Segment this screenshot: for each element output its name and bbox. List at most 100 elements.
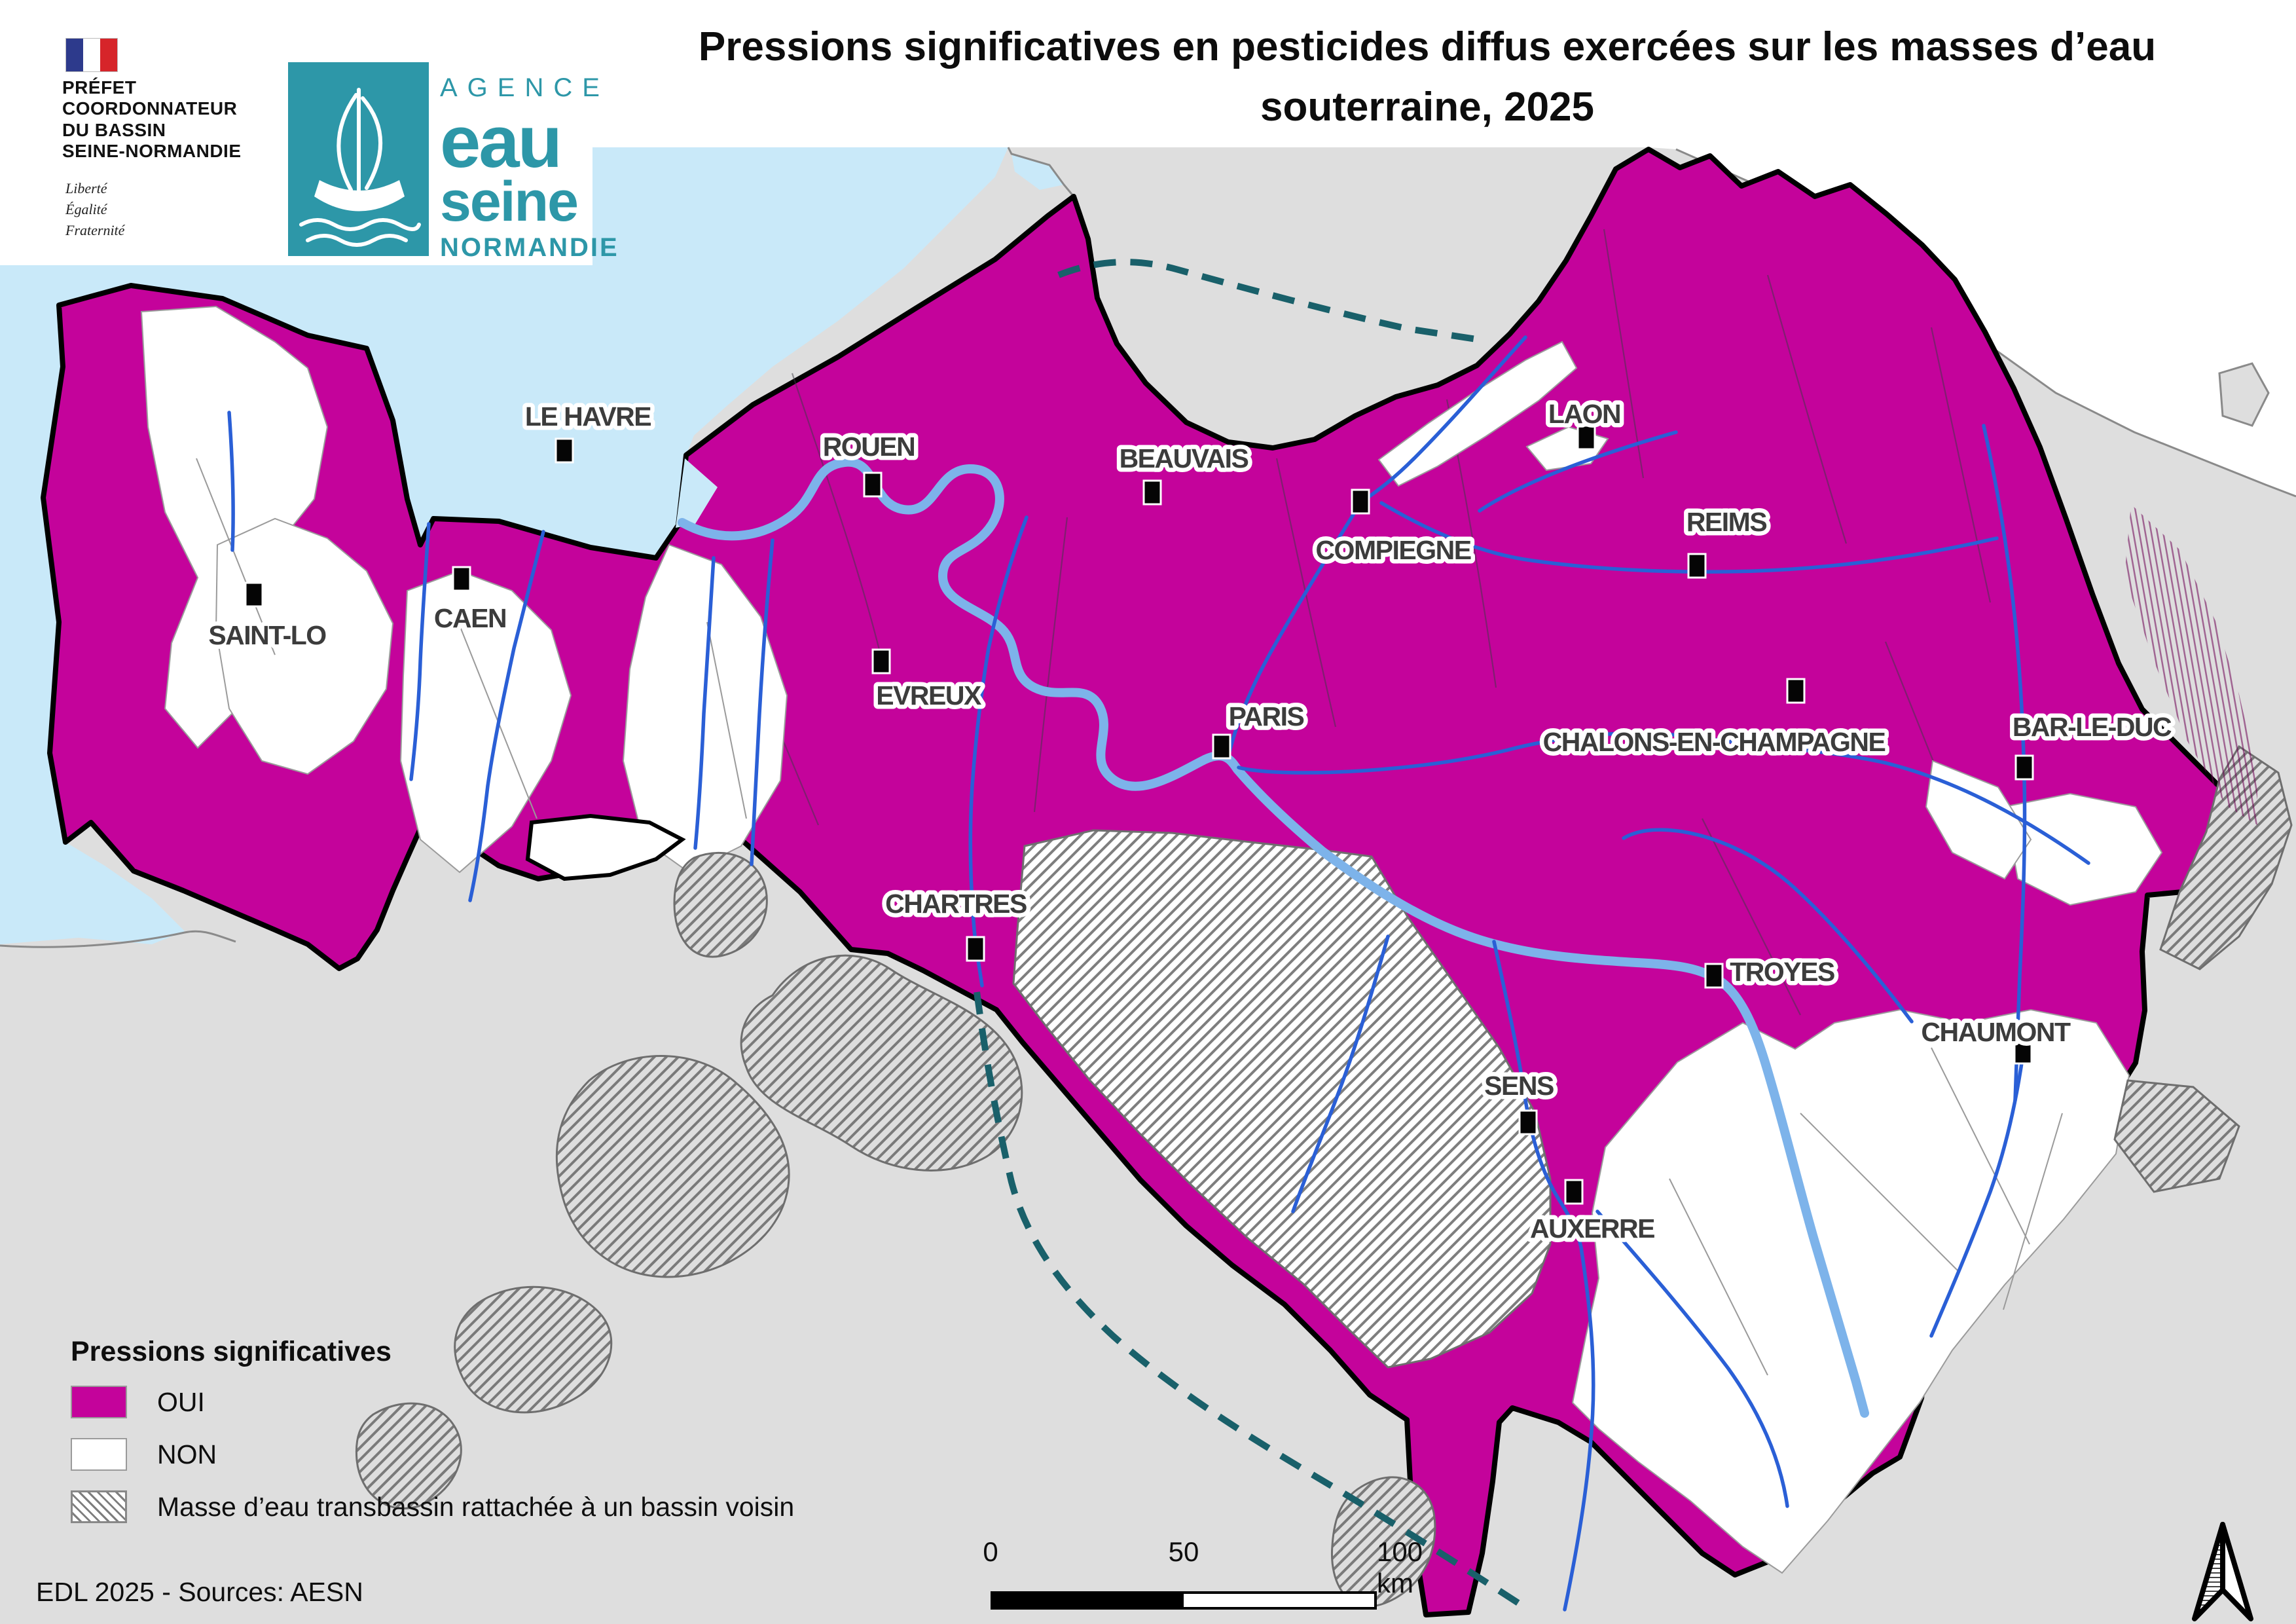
legend-row-oui: OUI [71,1385,794,1419]
city-chalons-en-champagne: CHALONS-EN-CHAMPAGNE [1539,678,1891,762]
city-marker [452,566,471,592]
city-label: LAON [1548,399,1620,429]
brittany-coast-outline [0,930,236,948]
non-sud-est [1571,1008,2130,1574]
city-saint-lo: SAINT-LO [204,581,331,655]
city-label: SENS [1484,1071,1554,1101]
legend-title: Pressions significatives [71,1336,392,1367]
picardy-coast-outline [1007,147,1075,197]
map-title-line1: Pressions significatives en pesticides d… [698,24,2157,69]
city-chartres: CHARTRES [881,885,1032,962]
somme-bay [1011,154,1064,190]
city-label: ROUEN [823,432,915,462]
sea [0,147,1008,944]
city-evreux: EVREUX [871,648,987,715]
city-label: BAR-LE-DUC [2013,712,2172,742]
legend-row-non: NON [71,1437,794,1471]
hatch-beauce-wedge [1012,829,1552,1369]
city-marker [2013,1039,2033,1065]
city-sens: SENS [1480,1067,1559,1135]
river-touques [693,556,716,850]
source-note: EDL 2025 - Sources: AESN [36,1577,363,1607]
french-flag-icon [65,38,118,72]
white-area-limits [196,458,2063,1376]
city-label: COMPIEGNE [1315,535,1470,565]
non-marne-est [1925,760,2032,880]
city-marker [1704,963,1724,989]
city-bar-le-duc: BAR-LE-DUC [2008,708,2177,781]
city-label: CHAUMONT [1921,1017,2071,1047]
river-loing [1291,934,1390,1213]
city-marker [863,471,883,498]
river-yonne [1492,940,1595,1612]
river-serre [1478,430,1678,513]
city-label: EVREUX [876,680,981,710]
small-gray-island [2218,362,2270,427]
non-oise-band [1377,341,1578,487]
agency-word-eau: eau [440,101,562,183]
city-label: CHARTRES [885,889,1027,919]
city-troyes: TROYES [1704,953,1840,991]
city-le-havre: LE HAVRE [520,397,656,464]
dashed-limits [974,259,1527,1611]
city-marker [1687,553,1707,579]
seine-estuary [676,458,718,528]
city-marker [2014,754,2034,781]
city-marker [1564,1179,1584,1205]
scale-bar: 0 50 100 km [975,1536,1434,1621]
scale-bar-rule [991,1591,1377,1610]
river-marne-amont [1929,1052,2025,1338]
river-vire [409,522,431,781]
river-marne [1237,731,2090,865]
agency-word-seine: seine [440,170,579,234]
city-label: REIMS [1686,507,1767,537]
scale-tick-50: 50 [1168,1536,1199,1567]
city-marker [1351,489,1370,515]
city-reims: REIMS [1682,503,1772,579]
city-marker [555,437,574,464]
river-aube [1622,828,1914,1024]
city-marker [1142,479,1162,506]
river-seine-major [678,457,1869,1418]
city-beauvais: BEAUVAIS [1115,439,1254,506]
city-chaumont: CHAUMONT [1917,1013,2076,1065]
legend: Pressions significatives OUI NON Masse d… [71,1336,794,1542]
north-arrow [2192,1522,2253,1621]
legend-label-transbassin: Masse d’eau transbassin rattachée à un b… [157,1491,795,1522]
dashed-limit-north [1057,259,1485,344]
city-compiegne: COMPIEGNE [1311,489,1476,570]
prefet-text: PRÉFET COORDONNATEUR DU BASSIN SEINE-NOR… [62,77,242,162]
east-rim-texture [2124,504,2257,825]
city-caen: CAEN [429,566,511,638]
river-risle [750,538,774,866]
branding-block: PRÉFET COORDONNATEUR DU BASSIN SEINE-NOR… [0,0,617,265]
city-label: CAEN [434,603,506,633]
agency-wordmark: AGENCE eau seine NORMANDIE [440,73,619,263]
hatch-gray-areas [355,745,2293,1608]
city-marker [871,648,891,674]
city-marker [1518,1109,1538,1135]
city-label: PARIS [1229,701,1304,731]
city-label: BEAUVAIS [1120,443,1248,473]
legend-swatch-non [71,1438,127,1471]
legend-swatch-transbassin [71,1490,127,1523]
republic-motto: Liberté Égalité Fraternité [65,180,125,238]
city-paris: PARIS [1212,697,1309,760]
cities-layer: LE HAVRE ROUEN BEAUVAIS LAON COMPIEGNE REIMS S… [204,395,2177,1248]
city-marker [1576,424,1596,451]
city-label: TROYES [1730,957,1834,987]
dashed-limit-southwest [974,991,1527,1611]
boat-icon [299,88,421,247]
river-orne [468,530,545,902]
river-cotentin [227,411,235,552]
agency-word-normandie: NORMANDIE [440,232,619,262]
city-label: LE HAVRE [525,401,651,432]
agency-logo-box [288,62,429,256]
river-eure [968,515,1029,987]
city-marker [244,581,264,608]
city-marker [1786,678,1806,704]
city-marker [966,936,985,962]
river-armancon [1595,1209,1789,1508]
